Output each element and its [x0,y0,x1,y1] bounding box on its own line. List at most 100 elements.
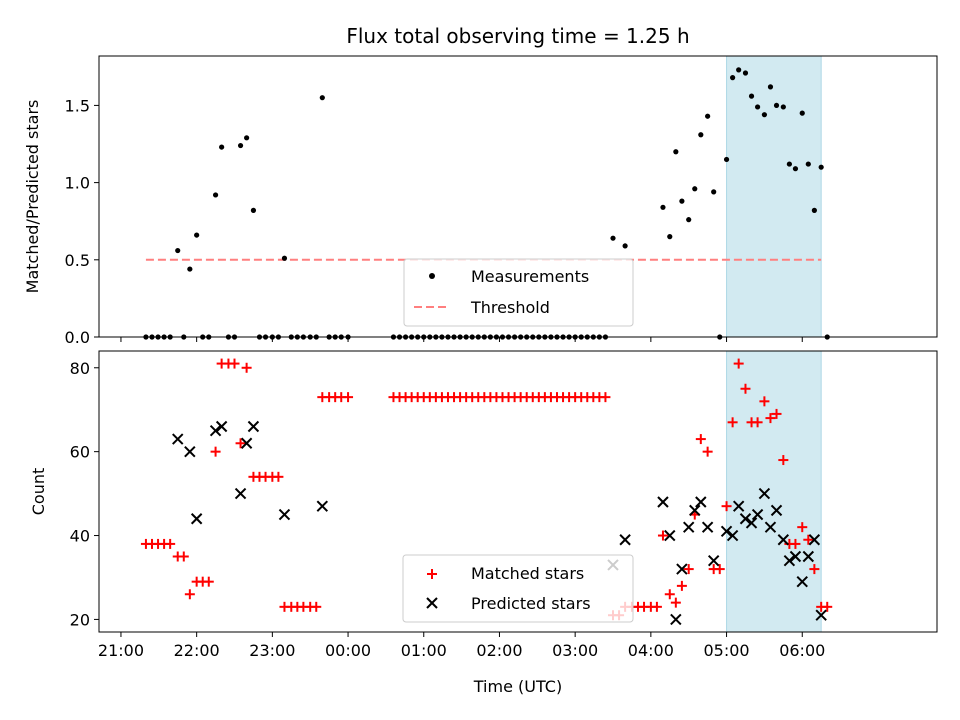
predicted-star-marker [234,487,247,500]
predicted-stars-points [172,420,827,626]
matched-star-marker [165,538,176,549]
x-tick-label: 02:00 [476,641,522,660]
measurement-point [673,149,679,155]
measurement-point [818,164,824,170]
y-tick-label: 1.5 [65,96,90,115]
matched-stars-points [140,358,833,621]
matched-star-marker [695,434,706,445]
measurement-point [686,217,692,223]
measurement-point [319,95,325,101]
predicted-star-marker [745,517,758,529]
measurement-point [730,75,736,81]
matched-star-marker [203,576,214,587]
matched-star-marker [241,362,252,373]
observing-span-shade [726,55,822,338]
x-tick-label: 21:00 [98,641,144,660]
count-y-ticks: 20 40 60 80 [70,359,99,629]
measurement-point [679,198,685,204]
measurement-point [736,67,742,73]
measurement-point [219,144,225,150]
predicted-star-marker [657,496,669,508]
predicted-star-marker [770,504,783,517]
count-legend: Matched stars Predicted stars [402,554,634,623]
predicted-star-marker [739,513,752,525]
predicted-star-marker [695,496,707,508]
predicted-star-marker [758,487,771,500]
matched-star-marker [676,580,687,591]
y-tick-label: 0.0 [65,328,90,347]
matched-star-marker [740,383,751,394]
matched-star-marker [721,501,732,512]
predicted-star-marker [726,529,739,542]
matched-star-marker [733,358,744,369]
measurement-point [748,93,755,99]
legend-measurements-marker [429,273,435,279]
predicted-star-marker [720,525,733,538]
matched-star-marker [343,392,354,403]
y-tick-label: 40 [70,527,90,546]
matched-star-marker [184,589,195,600]
measurement-point [212,192,219,198]
measurement-point [773,102,780,109]
matched-star-marker [427,569,437,579]
measurement-point [786,161,792,167]
predicted-star-marker [172,433,184,445]
matched-star-marker [759,396,770,407]
legend-measurements-label: Measurements [471,267,589,286]
count-x-ticks: 21:00 22:00 23:00 00:00 01:00 02:00 03:00 04:00… [98,632,825,660]
matched-star-marker [657,530,668,541]
measurement-point [780,104,786,110]
measurement-point [799,110,805,116]
predicted-star-marker [815,609,827,621]
predicted-star-marker [247,420,260,433]
matched-star-marker [235,438,246,449]
x-tick-label: 03:00 [552,641,598,660]
y-tick-label: 20 [70,610,90,629]
legend-matched-marker [427,569,437,579]
predicted-star-marker [682,521,695,533]
matched-star-marker [651,601,662,612]
measurement-point [711,189,717,195]
measurement-point [237,142,244,149]
x-tick-label: 01:00 [401,641,447,660]
matched-star-marker [229,358,240,369]
matched-star-marker [714,564,725,575]
predicted-star-marker [184,445,196,458]
chart-title: Flux total observing time = 1.25 h [346,24,689,48]
predicted-star-marker [808,534,821,546]
x-tick-label: 06:00 [779,641,825,660]
observing-span-shade [726,350,822,633]
measurement-point [194,232,200,238]
predicted-star-marker [689,504,701,517]
matched-star-marker [210,446,221,457]
matched-star-marker [670,597,681,608]
predicted-star-marker [789,550,802,563]
y-tick-label: 0.5 [65,251,90,270]
predicted-star-marker [676,563,688,575]
measurement-point [622,243,628,249]
matched-star-marker [683,564,694,575]
predicted-star-marker [316,500,329,512]
predicted-star-marker [240,437,253,449]
ratio-legend-box [403,258,634,327]
legend-threshold-label: Threshold [470,298,550,317]
ratio-legend: Measurements Threshold [403,258,634,327]
count-panel: 20 40 60 80 21:00 22:00 23:00 00:00 01:00 02:00 0… [29,350,938,696]
x-tick-label: 04:00 [628,641,674,660]
measurement-point [250,207,257,213]
predicted-star-marker [426,597,438,609]
matched-star-marker [727,417,738,428]
measurement-point [610,235,616,241]
x-tick-label: 22:00 [174,641,220,660]
predicted-star-marker [701,521,714,533]
count-legend-box [402,554,634,623]
measurement-point [244,135,250,141]
legend-matched-label: Matched stars [471,564,584,583]
ratio-x-ticks [120,337,803,342]
count-y-axis-label: Count [29,468,48,516]
measurement-points [143,67,830,340]
x-axis-label: Time (UTC) [473,677,562,696]
matched-star-marker [809,564,820,575]
ratio-y-axis-label: Matched/Predicted stars [23,100,42,294]
